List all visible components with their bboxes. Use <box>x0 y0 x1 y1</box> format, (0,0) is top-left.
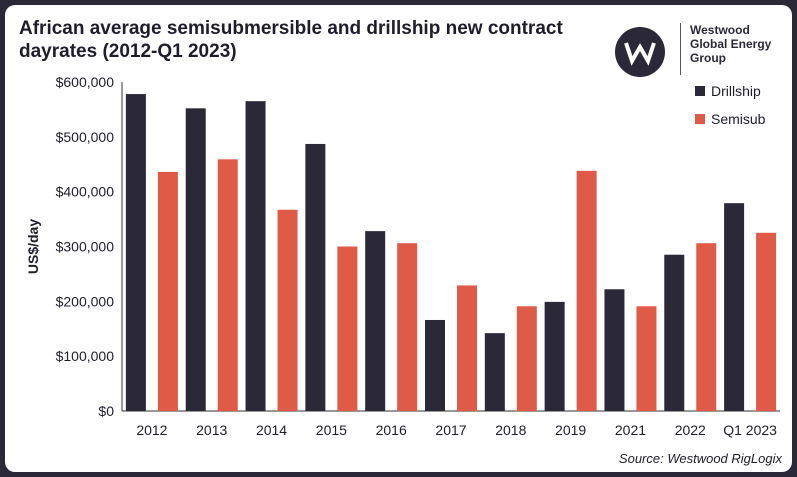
x-tick-label: 2019 <box>555 422 586 438</box>
y-tick-label: $0 <box>98 403 114 419</box>
legend-label-drillship: Drillship <box>711 83 761 99</box>
logo-wordmark: Westwood Global Energy Group <box>690 23 790 65</box>
y-tick-label: $200,000 <box>56 293 115 309</box>
bar-drillship-2018 <box>484 333 505 411</box>
logo-line-2: Global Energy <box>690 37 772 51</box>
bar-drillship-2019 <box>544 301 565 411</box>
x-tick-label: 2014 <box>256 422 287 438</box>
bar-semisub-2016 <box>397 243 418 411</box>
bar-semisub-2021 <box>636 306 657 411</box>
source-note: Source: Westwood RigLogix <box>618 451 782 466</box>
x-tick-label: 2022 <box>675 422 706 438</box>
bar-semisub-2017 <box>457 285 477 411</box>
y-axis-title: US$/day <box>25 219 41 274</box>
bar-semisub-2015 <box>337 246 358 411</box>
bar-drillship-q1-2023 <box>724 203 745 411</box>
bar-drillship-2015 <box>305 143 326 411</box>
x-tick-label: 2012 <box>136 422 167 438</box>
bar-semisub-2014 <box>277 209 298 411</box>
bar-semisub-2019 <box>576 170 597 411</box>
x-tick-label: 2021 <box>615 422 646 438</box>
bar-drillship-2021 <box>604 289 625 411</box>
legend-swatch-drillship <box>695 86 705 96</box>
westwood-w-logo-icon <box>615 27 665 77</box>
x-tick-label: 2013 <box>196 422 227 438</box>
y-tick-label: $100,000 <box>56 348 115 364</box>
bar-semisub-2022 <box>696 243 717 411</box>
logo-line-3: Group <box>690 51 726 65</box>
bar-drillship-2022 <box>664 254 685 411</box>
bar-semisub-2013 <box>217 159 238 411</box>
logo-divider <box>680 23 681 75</box>
x-tick-label: 2016 <box>376 422 407 438</box>
logo-line-1: Westwood <box>690 23 750 37</box>
bar-drillship-2014 <box>245 101 266 412</box>
chart-frame: African average semisubmersible and dril… <box>5 5 792 472</box>
bar-drillship-2017 <box>425 319 445 411</box>
legend-label-semisub: Semisub <box>711 111 766 127</box>
bar-chart: $0 $100,000 $200,000 $300,000 $400,000 $500,0… <box>25 74 780 438</box>
bar-drillship-2012 <box>125 94 146 412</box>
y-tick-label: $500,000 <box>56 129 115 145</box>
y-tick-label: $300,000 <box>56 239 115 255</box>
chart-title: African average semisubmersible and dril… <box>19 18 563 62</box>
x-tick-label: 2018 <box>495 422 526 438</box>
bar-drillship-2016 <box>365 231 386 411</box>
y-tick-label: $600,000 <box>56 74 115 90</box>
x-tick-label: 2015 <box>316 422 347 438</box>
bar-semisub-2018 <box>516 306 537 411</box>
bar-drillship-2013 <box>185 108 206 411</box>
bar-semisub-2012 <box>157 171 178 411</box>
x-tick-label: Q1 2023 <box>723 422 777 438</box>
y-tick-label: $400,000 <box>56 184 115 200</box>
bar-semisub-q1-2023 <box>756 232 777 411</box>
legend-swatch-semisub <box>695 114 705 124</box>
x-tick-label: 2017 <box>435 422 466 438</box>
